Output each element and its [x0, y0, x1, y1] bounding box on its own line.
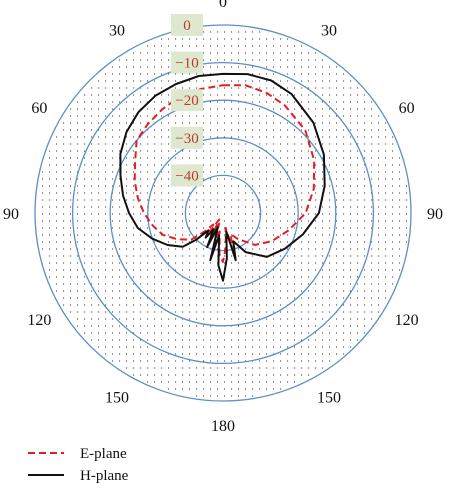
- angle-tick-11: 30: [109, 22, 125, 39]
- angle-tick-labels: 0 30 60 90 120 150 180 150 120 90 60 30: [3, 0, 443, 435]
- angle-tick-9: 90: [3, 206, 19, 223]
- ring-2: [109, 99, 337, 327]
- angle-tick-6: 180: [211, 418, 235, 435]
- radial-tick-labels: 0 −10 −20 −30 −40: [171, 14, 203, 187]
- radial-tick-bg: [171, 164, 203, 187]
- radial-tick-bg: [171, 14, 203, 36]
- angle-tick-3: 90: [427, 206, 443, 223]
- dot-grid-pattern: [42, 31, 408, 397]
- series-line-h-plane: [119, 72, 326, 282]
- radial-tick-2: −20: [171, 89, 203, 112]
- legend-e-plane-label: E-plane: [80, 446, 127, 462]
- radial-tick-bg: [171, 89, 203, 112]
- angle-tick-0: 0: [219, 0, 227, 11]
- radial-tick-4: −40: [171, 164, 203, 187]
- angle-tick-10: 60: [31, 100, 47, 117]
- radial-tick-bg: [171, 126, 203, 149]
- dot-grid: [42, 31, 408, 397]
- angle-tick-1: 30: [321, 22, 337, 39]
- radial-tick-label: −10: [175, 56, 198, 72]
- radial-tick-label: −40: [175, 168, 198, 184]
- angle-tick-4: 120: [395, 312, 419, 329]
- legend-h-plane-label: H-plane: [80, 468, 129, 484]
- radial-tick-label: −20: [175, 93, 198, 109]
- radial-tick-label: 0: [183, 18, 191, 34]
- radial-tick-1: −10: [171, 51, 203, 74]
- radial-tick-label: −30: [175, 131, 198, 147]
- angle-tick-5: 150: [317, 390, 341, 407]
- radial-tick-0: 0: [171, 14, 203, 36]
- angle-tick-2: 60: [399, 100, 415, 117]
- ring-0: [34, 24, 412, 402]
- series-lines: [119, 72, 326, 282]
- radial-rings: [34, 24, 412, 402]
- angle-tick-8: 120: [27, 312, 51, 329]
- radial-tick-3: −30: [171, 126, 203, 149]
- legend: E-plane H-plane: [28, 446, 129, 484]
- angle-tick-7: 150: [105, 390, 129, 407]
- ring-3: [147, 137, 299, 289]
- ring-1: [71, 61, 375, 365]
- ring-4: [184, 174, 262, 252]
- radial-tick-bg: [171, 51, 203, 74]
